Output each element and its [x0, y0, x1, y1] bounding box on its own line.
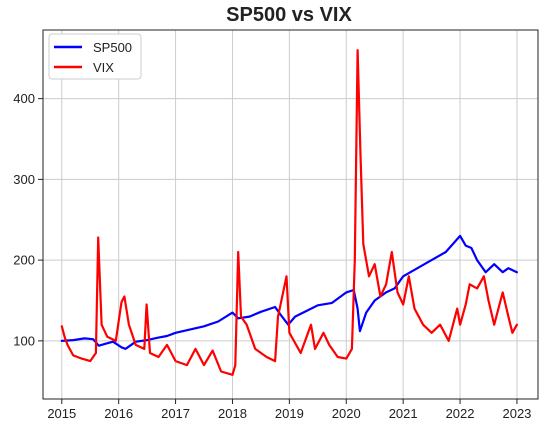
plot-frame — [42, 29, 539, 400]
series-line-vix — [60, 49, 518, 376]
x-axis: 2015 2016 2017 2018 2019 2020 2021 2022 2023 — [47, 399, 531, 421]
y-tick-label: 400 — [13, 91, 35, 106]
y-tick-label: 300 — [13, 172, 35, 187]
series-line-sp500 — [60, 234, 518, 350]
x-tick-label: 2017 — [161, 406, 190, 421]
x-tick-label: 2015 — [47, 406, 76, 421]
x-tick-label: 2019 — [275, 406, 304, 421]
grid — [43, 30, 538, 399]
x-tick-label: 2018 — [218, 406, 247, 421]
x-tick-label: 2016 — [104, 406, 133, 421]
y-axis: 100 200 300 400 — [13, 91, 43, 348]
chart-title: SP500 vs VIX — [226, 4, 352, 26]
legend: SP500 VIX — [48, 33, 142, 80]
x-tick-label: 2021 — [389, 406, 418, 421]
x-tick-label: 2022 — [446, 406, 475, 421]
legend-label-vix: VIX — [93, 60, 114, 75]
y-tick-label: 100 — [13, 333, 35, 348]
x-tick-label: 2020 — [332, 406, 361, 421]
legend-label-sp500: SP500 — [93, 40, 132, 55]
y-tick-label: 200 — [13, 253, 35, 268]
series-layer — [60, 49, 518, 376]
x-tick-label: 2023 — [502, 406, 531, 421]
